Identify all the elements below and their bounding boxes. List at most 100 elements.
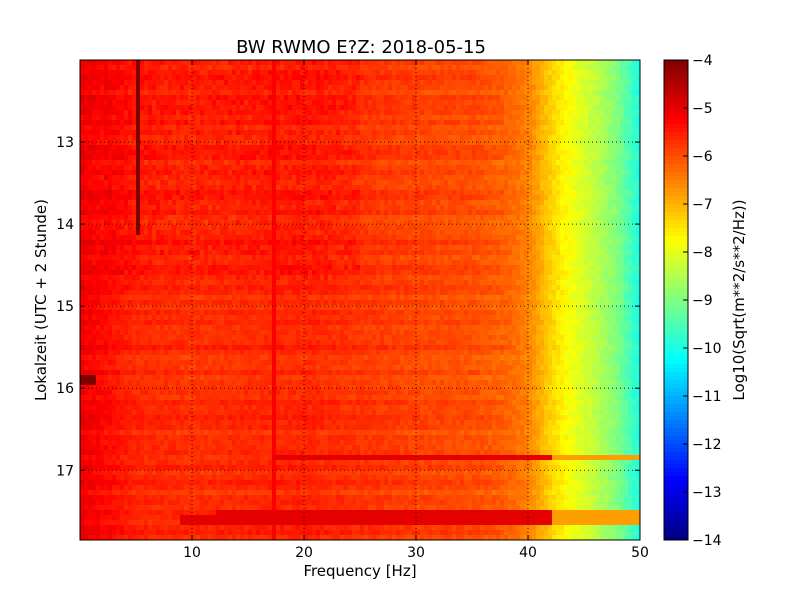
spectrogram-cell — [332, 135, 337, 141]
spectrogram-cell — [220, 215, 225, 221]
spectrogram-cell — [344, 175, 349, 181]
spectrogram-cell — [192, 220, 197, 226]
spectrogram-cell — [252, 70, 257, 76]
spectrogram-cell — [192, 90, 197, 96]
spectrogram-cell — [412, 60, 417, 66]
spectrogram-cell — [184, 110, 189, 116]
spectrogram-cell — [224, 115, 229, 121]
spectrogram-cell — [528, 95, 533, 101]
spectrogram-cell — [156, 110, 161, 116]
spectrogram-cell — [140, 185, 145, 191]
spectrogram-cell — [300, 80, 305, 86]
spectrogram-cell — [336, 225, 341, 231]
spectrogram-cell — [280, 205, 285, 211]
spectrogram-cell — [260, 65, 265, 71]
spectrogram-cell — [564, 65, 569, 71]
spectrogram-cell — [540, 75, 545, 81]
spectrogram-cell — [568, 220, 573, 226]
spectrogram-cell — [600, 220, 605, 226]
spectrogram-cell — [200, 200, 205, 206]
spectrogram-cell — [376, 90, 381, 96]
spectrogram-cell — [340, 205, 345, 211]
spectrogram-cell — [236, 140, 241, 146]
spectrogram-cell — [116, 200, 121, 206]
spectrogram-cell — [480, 95, 485, 101]
spectrogram-cell — [208, 85, 213, 91]
spectrogram-cell — [472, 70, 477, 76]
spectrogram-cell — [152, 115, 157, 121]
spectrogram-cell — [196, 75, 201, 81]
spectrogram-cell — [112, 160, 117, 166]
spectrogram-cell — [292, 155, 297, 161]
spectrogram-cell — [168, 175, 173, 181]
spectrogram-cell — [88, 200, 93, 206]
spectrogram-cell — [360, 175, 365, 181]
spectrogram-cell — [356, 225, 361, 231]
spectrogram-cell — [620, 110, 625, 116]
spectrogram-cell — [180, 120, 185, 126]
spectrogram-cell — [348, 180, 353, 186]
spectrogram-cell — [184, 85, 189, 91]
spectrogram-cell — [188, 180, 193, 186]
spectrogram-cell — [264, 150, 269, 156]
spectrogram-cell — [564, 60, 569, 66]
spectrogram-cell — [232, 170, 237, 176]
spectrogram-cell — [108, 170, 113, 176]
spectrogram-cell — [332, 195, 337, 201]
spectrogram-cell — [316, 160, 321, 166]
spectrogram-cell — [288, 115, 293, 121]
spectrogram-cell — [144, 110, 149, 116]
spectrogram-cell — [524, 70, 529, 76]
spectrogram-cell — [164, 150, 169, 156]
spectrogram-cell — [320, 190, 325, 196]
spectrogram-cell — [336, 215, 341, 221]
spectrogram-cell — [124, 100, 129, 106]
spectrogram-cell — [456, 70, 461, 76]
spectrogram-cell — [376, 175, 381, 181]
spectrogram-cell — [252, 60, 257, 66]
spectrogram-cell — [168, 130, 173, 136]
spectrogram-cell — [524, 120, 529, 126]
spectrogram-cell — [480, 65, 485, 71]
spectrogram-cell — [444, 90, 449, 96]
spectrogram-cell — [172, 220, 177, 226]
spectrogram-cell — [328, 220, 333, 226]
spectrogram-row — [80, 160, 641, 166]
spectrogram-cell — [388, 65, 393, 71]
spectrogram-cell — [256, 180, 261, 186]
spectrogram-cell — [324, 80, 329, 86]
spectrogram-cell — [112, 165, 117, 171]
spectrogram-cell — [92, 70, 97, 76]
spectrogram-cell — [204, 115, 209, 121]
spectrogram-cell — [532, 115, 537, 121]
spectrogram-cell — [436, 230, 441, 236]
spectrogram-cell — [148, 180, 153, 186]
spectrogram-cell — [452, 110, 457, 116]
spectrogram-cell — [264, 125, 269, 131]
spectrogram-cell — [256, 210, 261, 216]
spectrogram-cell — [248, 115, 253, 121]
spectrogram-cell — [252, 160, 257, 166]
spectrogram-cell — [148, 70, 153, 76]
spectrogram-cell — [288, 135, 293, 141]
spectrogram-cell — [508, 165, 513, 171]
spectrogram-cell — [240, 130, 245, 136]
spectrogram-cell — [136, 100, 141, 106]
spectrogram-cell — [328, 160, 333, 166]
spectrogram-cell — [400, 105, 405, 111]
spectrogram-cell — [152, 205, 157, 211]
spectrogram-cell — [596, 135, 601, 141]
spectrogram-cell — [280, 60, 285, 66]
spectrogram-cell — [368, 90, 373, 96]
spectrogram-cell — [552, 110, 557, 116]
spectrogram-cell — [532, 155, 537, 161]
spectrogram-cell — [548, 210, 553, 216]
spectrogram-cell — [508, 160, 513, 166]
spectrogram-cell — [468, 175, 473, 181]
spectrogram-cell — [612, 220, 617, 226]
spectrogram-cell — [168, 185, 173, 191]
spectrogram-cell — [608, 65, 613, 71]
spectrogram-cell — [472, 90, 477, 96]
spectrogram-cell — [596, 160, 601, 166]
spectrogram-cell — [308, 165, 313, 171]
